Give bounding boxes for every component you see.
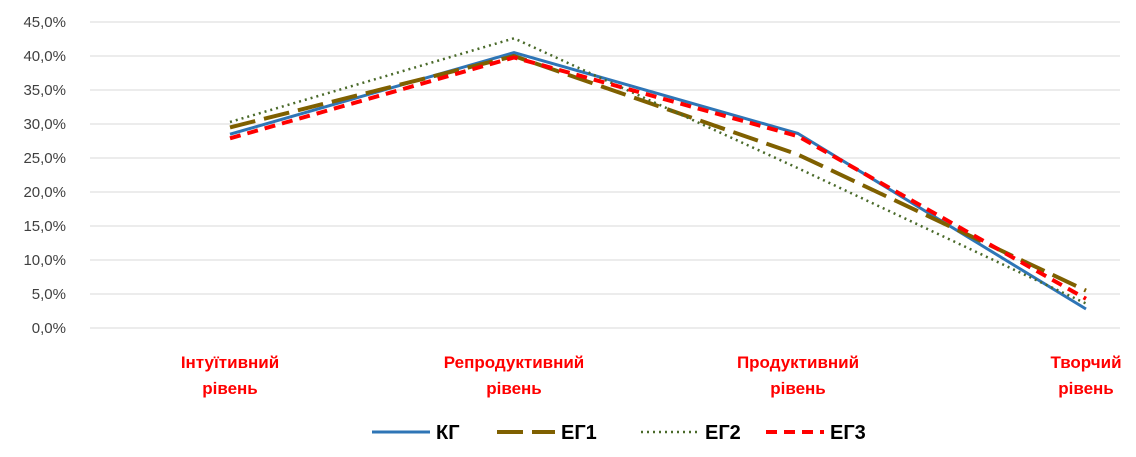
y-tick-label: 15,0% (23, 218, 66, 235)
series-line-ЕГ3 (229, 55, 1087, 301)
x-tick-label: Продуктивний (737, 353, 859, 372)
x-tick-label: рівень (486, 379, 542, 398)
x-tick-label: рівень (202, 379, 258, 398)
y-tick-label: 45,0% (23, 14, 66, 31)
legend-label: ЕГ3 (830, 422, 866, 444)
x-tick-label: Репродуктивний (444, 353, 585, 372)
y-tick-label: 0,0% (32, 320, 66, 337)
legend-label: ЕГ1 (561, 422, 597, 444)
series-line-КГ (229, 51, 1087, 311)
series-line-ЕГ2 (229, 37, 1087, 305)
gridlines (90, 21, 1120, 329)
x-tick-label: рівень (770, 379, 826, 398)
series-line-ЕГ1 (229, 54, 1087, 293)
legend-label: КГ (436, 422, 460, 444)
legend: КГ ЕГ1 ЕГ2 ЕГ3 (372, 422, 866, 444)
y-tick-label: 30,0% (23, 116, 66, 133)
series-lines (229, 37, 1087, 311)
legend-label: ЕГ2 (705, 422, 741, 444)
x-axis-ticks: Інтуїтивний рівень Репродуктивний рівень Про… (181, 353, 1122, 398)
y-tick-label: 20,0% (23, 184, 66, 201)
y-tick-label: 35,0% (23, 82, 66, 99)
y-tick-label: 25,0% (23, 150, 66, 167)
y-tick-label: 5,0% (32, 286, 66, 303)
x-tick-label: Інтуїтивний (181, 353, 279, 372)
y-tick-label: 10,0% (23, 252, 66, 269)
y-tick-label: 40,0% (23, 48, 66, 65)
x-tick-label: рівень (1058, 379, 1114, 398)
x-tick-label: Творчий (1050, 353, 1121, 372)
y-axis-ticks: 0,0% 5,0% 10,0% 15,0% 20,0% 25,0% 30,0% 35,0% 40… (23, 14, 66, 337)
